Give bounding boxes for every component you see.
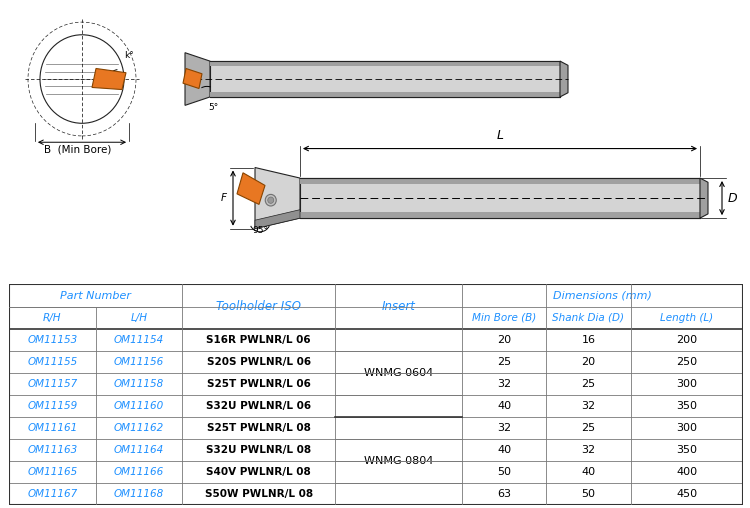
Polygon shape [183,69,202,88]
Text: OM11165: OM11165 [27,467,77,478]
Text: 450: 450 [676,489,698,499]
Text: B  (Min Bore): B (Min Bore) [44,145,111,154]
Text: OM11154: OM11154 [114,335,164,345]
Text: 200: 200 [676,335,698,345]
Text: S50W PWLNR/L 08: S50W PWLNR/L 08 [205,489,313,499]
Text: OM11153: OM11153 [27,335,77,345]
Polygon shape [700,178,708,218]
Text: 32: 32 [497,379,512,389]
Text: Insert: Insert [382,300,416,313]
Text: 25: 25 [497,357,512,367]
Text: 350: 350 [676,445,698,455]
Text: OM11168: OM11168 [114,489,164,499]
Text: 40: 40 [497,401,512,411]
Text: 25: 25 [581,423,596,433]
Text: OM11160: OM11160 [114,401,164,411]
Text: 32: 32 [497,423,512,433]
Text: OM11162: OM11162 [114,423,164,433]
Text: 25: 25 [581,379,596,389]
Text: D: D [728,192,737,205]
Text: 40: 40 [497,445,512,455]
Text: L/H: L/H [130,312,147,323]
Text: S25T PWLNR/L 06: S25T PWLNR/L 06 [207,379,310,389]
Polygon shape [300,212,700,218]
Text: 32: 32 [581,401,596,411]
Text: S40V PWLNR/L 08: S40V PWLNR/L 08 [206,467,311,478]
Text: 95°: 95° [252,226,268,235]
Polygon shape [210,61,560,67]
Polygon shape [237,173,265,204]
Text: OM11161: OM11161 [27,423,77,433]
Polygon shape [255,168,300,229]
Text: 300: 300 [676,379,698,389]
Text: OM11158: OM11158 [114,379,164,389]
Text: 63: 63 [497,489,511,499]
Text: 20: 20 [497,335,512,345]
Text: 350: 350 [676,401,698,411]
Polygon shape [300,178,700,184]
Text: 16: 16 [581,335,596,345]
Polygon shape [210,91,560,97]
Text: Toolholder ISO: Toolholder ISO [216,300,302,313]
Text: OM11159: OM11159 [27,401,77,411]
Text: 20: 20 [581,357,596,367]
Polygon shape [92,69,126,89]
Text: Min Bore (B): Min Bore (B) [472,312,536,323]
Text: S16R PWLNR/L 06: S16R PWLNR/L 06 [206,335,311,345]
Text: 250: 250 [676,357,698,367]
Text: S20S PWLNR/L 06: S20S PWLNR/L 06 [207,357,310,367]
Text: 50: 50 [497,467,511,478]
Text: 5°: 5° [208,103,218,112]
Circle shape [40,35,124,123]
Text: OM11164: OM11164 [114,445,164,455]
Text: Length (L): Length (L) [660,312,713,323]
Polygon shape [185,53,210,105]
Text: S25T PWLNR/L 08: S25T PWLNR/L 08 [207,423,310,433]
Text: S32U PWLNR/L 08: S32U PWLNR/L 08 [206,445,311,455]
Circle shape [266,195,276,206]
Text: R/H: R/H [43,312,62,323]
Text: F: F [221,193,227,203]
Text: 50: 50 [581,489,596,499]
Text: L: L [496,129,503,142]
Text: Dimensions (mm): Dimensions (mm) [553,291,652,301]
Polygon shape [255,210,300,229]
Text: 400: 400 [676,467,698,478]
Text: k°: k° [124,51,134,60]
Text: OM11156: OM11156 [114,357,164,367]
Text: Part Number: Part Number [60,291,131,301]
Text: Shank Dia (D): Shank Dia (D) [553,312,625,323]
Text: OM11155: OM11155 [27,357,77,367]
Text: WNMG 0804: WNMG 0804 [364,456,434,466]
Text: OM11163: OM11163 [27,445,77,455]
Text: OM11166: OM11166 [114,467,164,478]
Text: OM11167: OM11167 [27,489,77,499]
Text: OM11157: OM11157 [27,379,77,389]
Text: 32: 32 [581,445,596,455]
Circle shape [268,197,274,203]
Text: 40: 40 [581,467,596,478]
Polygon shape [210,61,560,97]
Text: 300: 300 [676,423,698,433]
Polygon shape [300,178,700,218]
Polygon shape [560,61,568,97]
Text: S32U PWLNR/L 06: S32U PWLNR/L 06 [206,401,311,411]
Text: WNMG 0604: WNMG 0604 [364,368,434,378]
